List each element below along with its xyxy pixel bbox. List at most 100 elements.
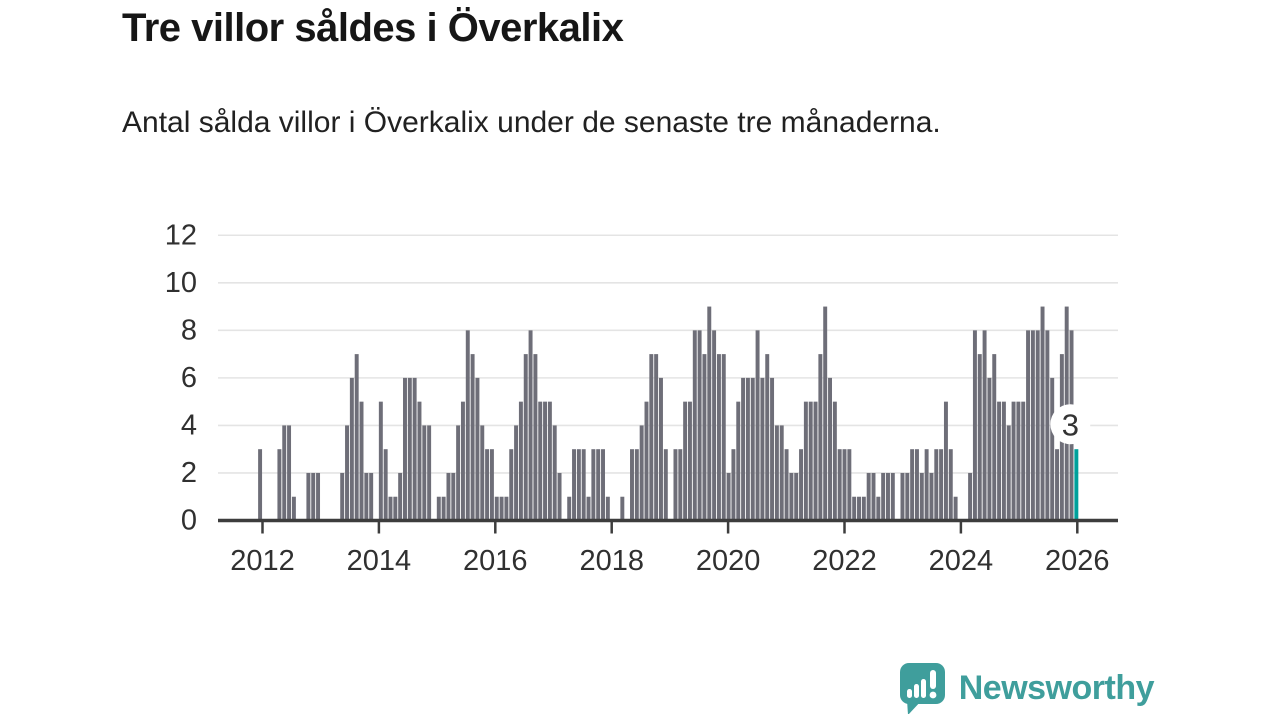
bar (316, 472, 321, 521)
bar (620, 496, 625, 521)
bar (388, 496, 393, 521)
bar (451, 472, 456, 521)
bar (552, 425, 557, 521)
bar (364, 472, 369, 521)
y-tick-label: 8 (181, 314, 197, 346)
bar (799, 449, 804, 521)
bar (886, 472, 890, 521)
bar (494, 496, 499, 521)
bar (876, 496, 881, 521)
bar (518, 401, 523, 521)
bar (934, 449, 939, 521)
bar (890, 472, 895, 521)
bar (939, 449, 944, 521)
bar (470, 354, 475, 521)
bar (977, 354, 982, 521)
bar (914, 449, 919, 521)
logo-bar-icon (913, 684, 919, 698)
logo-text: Newsworthy (958, 668, 1155, 707)
bar (1040, 306, 1045, 521)
bar (398, 472, 403, 521)
bar (369, 472, 374, 521)
bar (673, 449, 678, 521)
bar (721, 354, 726, 521)
logo-exclamation-icon (929, 691, 937, 699)
annotation-value: 3 (1062, 408, 1079, 443)
bar (770, 377, 775, 521)
bar (499, 496, 504, 521)
bar (881, 472, 886, 521)
bar (1030, 330, 1035, 521)
bar (803, 401, 808, 521)
year-label: 2022 (812, 545, 877, 577)
bar (291, 496, 296, 521)
chart-subtitle: Antal sålda villor i Överkalix under de … (122, 106, 941, 139)
bar (659, 377, 663, 521)
bar (572, 449, 577, 521)
bar (707, 306, 712, 521)
bar (509, 449, 514, 521)
bar (639, 425, 644, 521)
bar (1011, 401, 1016, 521)
bar (634, 449, 639, 521)
bar (755, 330, 760, 521)
bar (910, 449, 915, 521)
year-label: 2020 (696, 545, 761, 577)
bar (1001, 401, 1006, 521)
bar (287, 425, 292, 521)
bar (808, 401, 813, 521)
bar (726, 472, 731, 521)
y-tick-label: 12 (165, 219, 197, 251)
bar (644, 401, 649, 521)
bar (866, 472, 871, 521)
bar (1026, 330, 1031, 521)
logo-exclamation-icon (929, 670, 936, 689)
bar (774, 425, 779, 521)
bar (953, 496, 958, 521)
bar (393, 496, 398, 521)
year-label: 2026 (1045, 545, 1110, 577)
y-tick-label: 2 (181, 457, 197, 489)
bar (523, 354, 528, 521)
bar (687, 401, 692, 521)
bar (948, 449, 953, 521)
year-label: 2012 (230, 545, 295, 577)
bar (345, 425, 349, 521)
bar (480, 425, 485, 521)
bar (485, 449, 490, 521)
year-label: 2016 (463, 545, 528, 577)
y-tick-label: 4 (181, 409, 197, 441)
bar (972, 330, 977, 521)
bar (905, 472, 910, 521)
bar (514, 425, 519, 521)
bar (982, 330, 987, 521)
bar (528, 330, 533, 521)
bar (779, 425, 784, 521)
bar (354, 354, 359, 521)
bar (794, 472, 799, 521)
bar (340, 472, 345, 521)
bar (460, 401, 465, 521)
bar (857, 496, 861, 521)
bar (1050, 377, 1055, 521)
bar (789, 472, 794, 521)
bar (861, 496, 866, 521)
bar (456, 425, 461, 521)
bar (1055, 449, 1060, 521)
bar (489, 449, 494, 521)
bar (813, 401, 818, 521)
bar (929, 472, 934, 521)
bar (842, 449, 847, 521)
bar (427, 425, 432, 521)
bar (311, 472, 316, 521)
bar (716, 354, 721, 521)
bar (992, 354, 997, 521)
bar (847, 449, 852, 521)
y-tick-label: 10 (165, 267, 197, 299)
bar (441, 496, 446, 521)
logo-bar-icon (920, 679, 926, 698)
bar (678, 449, 683, 521)
bar (943, 401, 948, 521)
bar (852, 496, 857, 521)
